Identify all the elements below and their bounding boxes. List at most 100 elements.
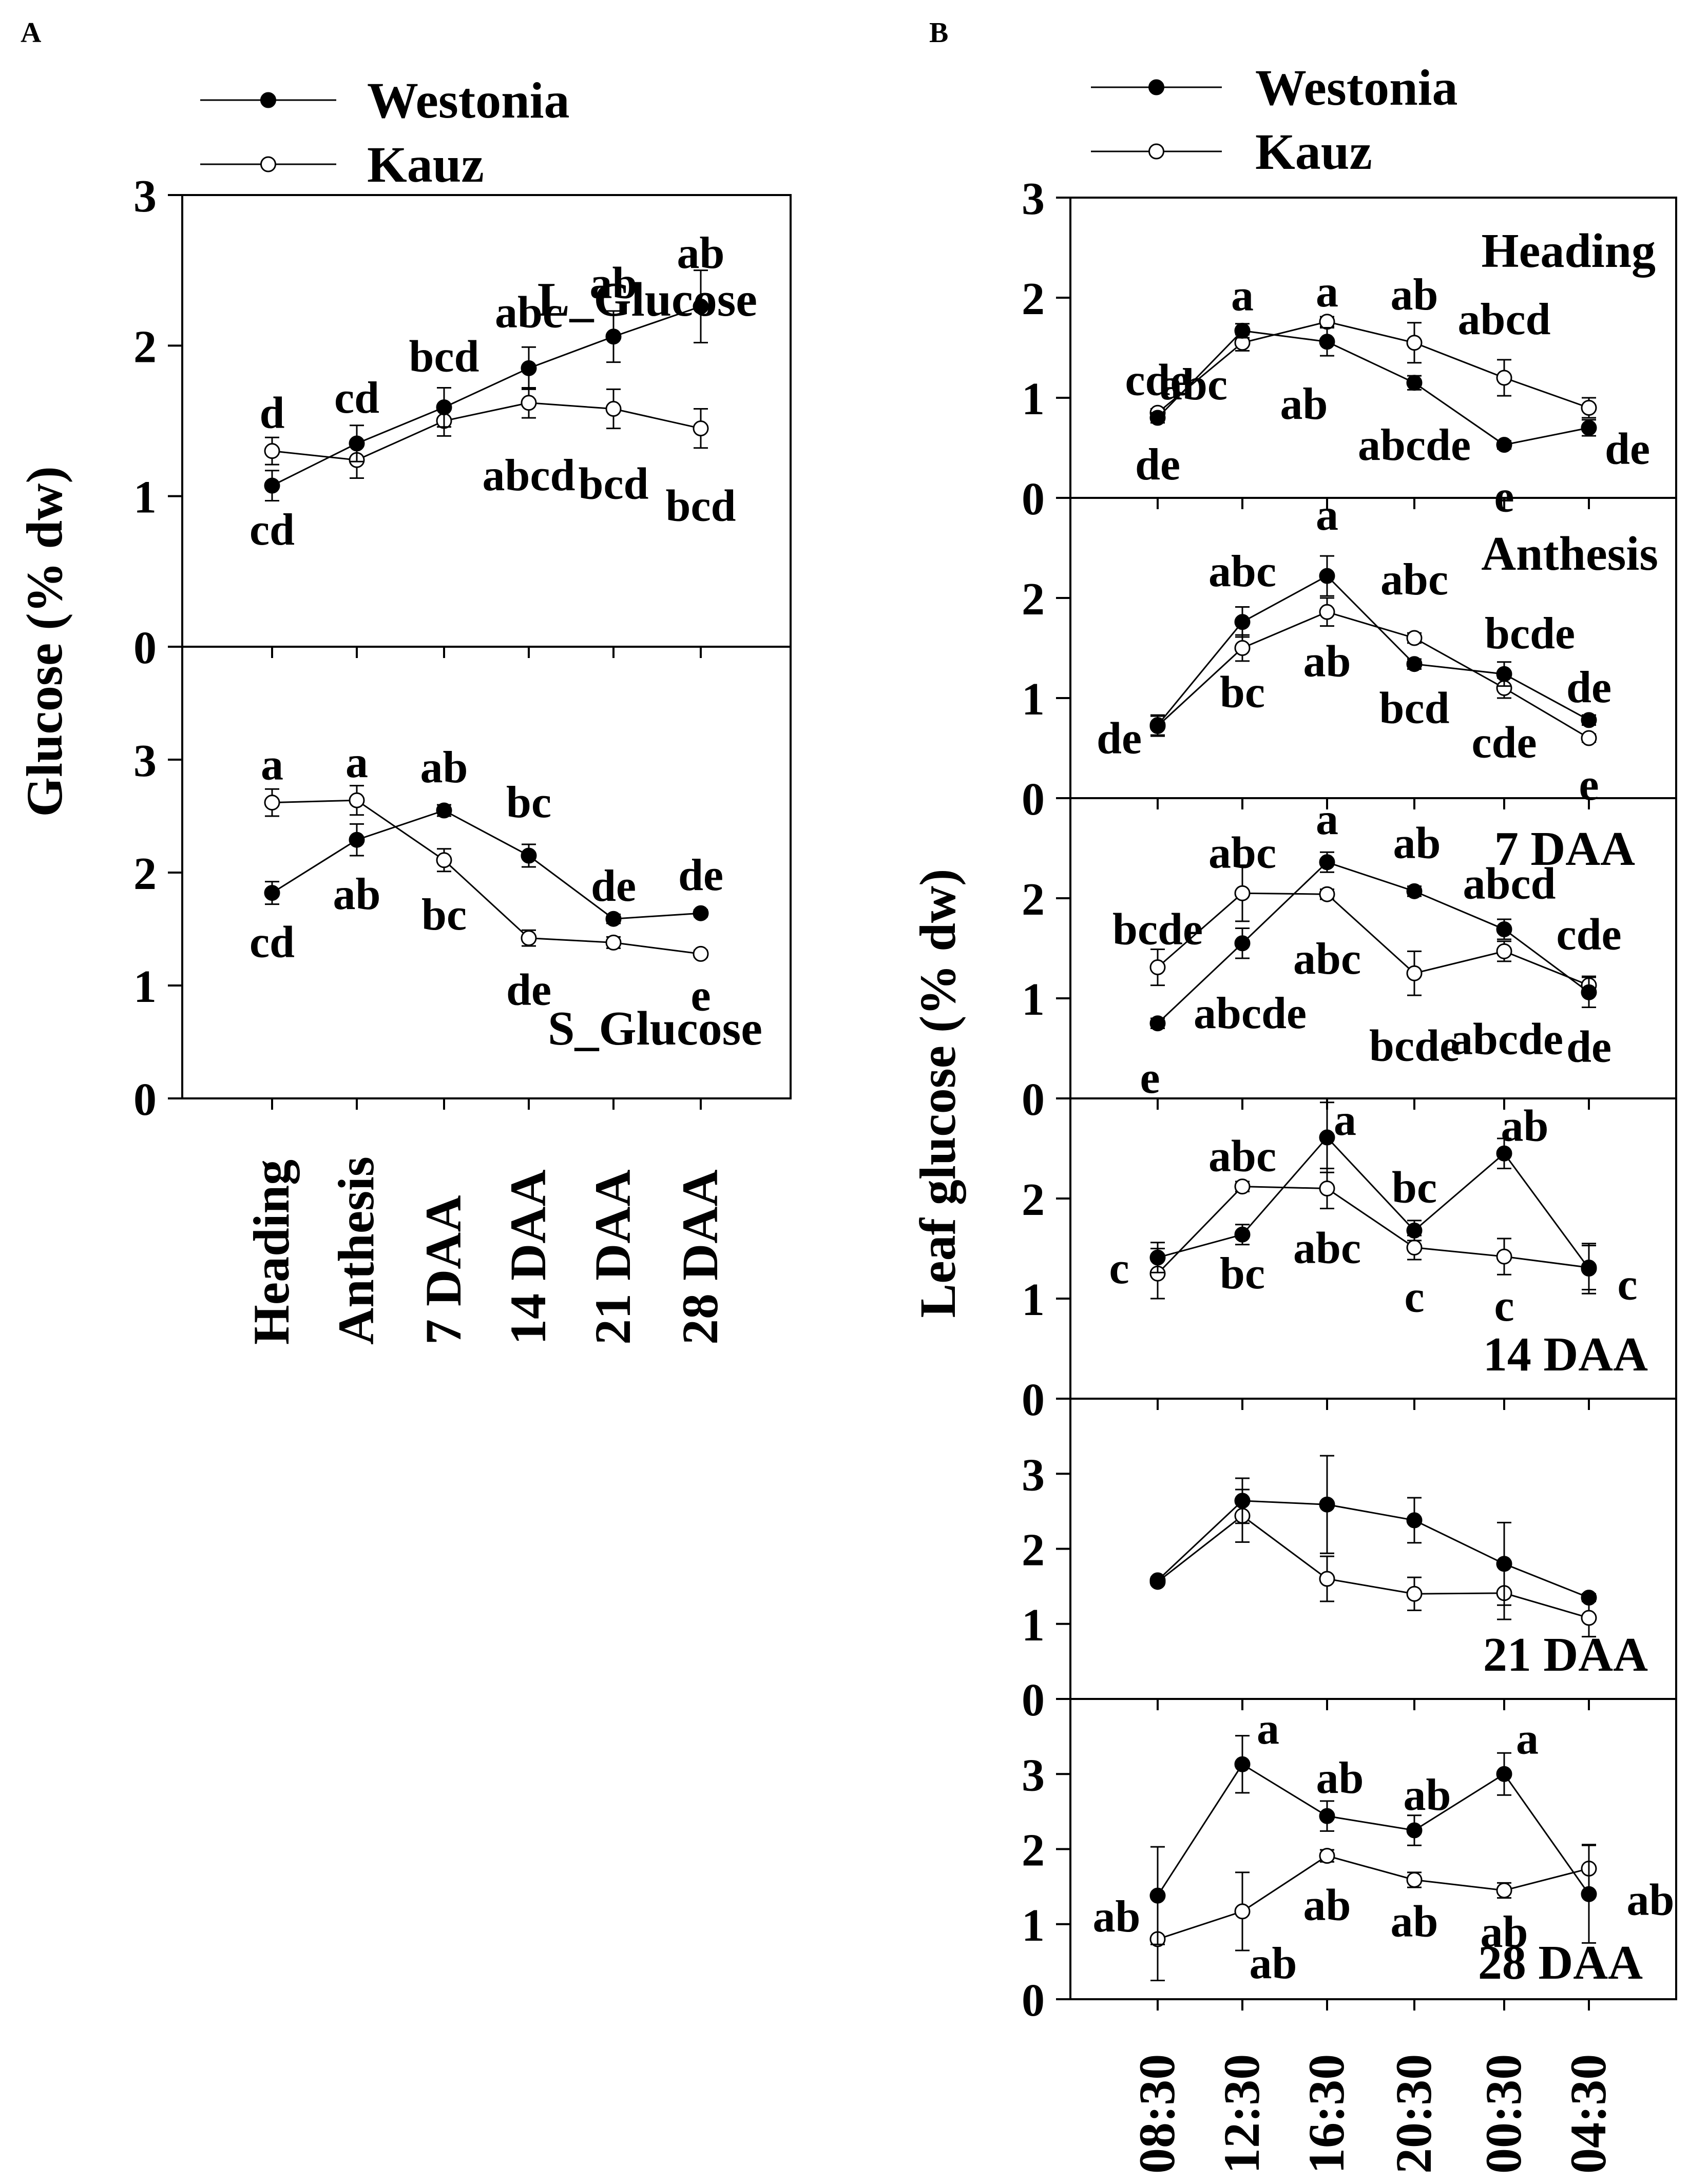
series-line xyxy=(1157,1855,1589,1940)
y-tick-label: 2 xyxy=(1022,1174,1045,1225)
data-point xyxy=(1406,1822,1423,1839)
significance-label: e xyxy=(690,971,711,1020)
data-point xyxy=(605,934,622,951)
significance-label: a xyxy=(1316,795,1338,844)
legend-marker xyxy=(1148,79,1164,95)
significance-label: a xyxy=(1231,270,1254,320)
data-point xyxy=(436,852,452,868)
data-point xyxy=(1234,1903,1251,1920)
x-category-label: 08:30 xyxy=(1128,2054,1185,2174)
series-line xyxy=(1157,1500,1589,1598)
data-point xyxy=(1581,1610,1597,1626)
significance-label: bcd xyxy=(409,332,479,382)
significance-label: ab xyxy=(1481,1907,1528,1957)
significance-label: a xyxy=(1257,1704,1279,1754)
y-tick-label: 0 xyxy=(1022,1074,1045,1125)
x-category-label: 16:30 xyxy=(1298,2054,1355,2174)
chart-title: 21 DAA xyxy=(1483,1628,1648,1682)
series-line xyxy=(272,809,701,920)
data-point xyxy=(1581,1886,1597,1902)
data-point xyxy=(1496,1882,1512,1899)
significance-label: ab xyxy=(1627,1875,1675,1925)
y-tick-label: 1 xyxy=(1022,674,1045,725)
series-westonia xyxy=(1149,1455,1597,1606)
significance-label: ab xyxy=(333,869,381,919)
data-point xyxy=(1496,943,1512,959)
data-point xyxy=(1234,1493,1251,1509)
significance-label: abcde xyxy=(1450,1014,1563,1064)
significance-label: bcd xyxy=(579,459,649,509)
significance-label: ab xyxy=(1280,379,1328,429)
data-point xyxy=(436,802,452,819)
data-point xyxy=(1406,1222,1423,1239)
significance-label: de xyxy=(1605,424,1650,474)
data-point xyxy=(1234,935,1251,952)
data-point xyxy=(1319,1181,1335,1196)
panel-b-letter: B xyxy=(929,17,948,49)
significance-label: ab xyxy=(1303,636,1351,686)
x-category-labels: Heading Anthesis 7 DAA 14 DAA 21 DAA 28 DAA 08… xyxy=(243,1156,1617,2174)
significance-label: cde xyxy=(1556,910,1621,960)
significance-label: cde xyxy=(1125,355,1190,405)
chart-b5: 0 1 2 3 21 DAA xyxy=(1022,1398,1677,1726)
significance-label: abc xyxy=(1208,1132,1276,1182)
y-tick-label: 2 xyxy=(1022,274,1045,324)
data-point xyxy=(1406,1871,1423,1888)
data-point xyxy=(1406,1512,1423,1529)
data-point xyxy=(1496,666,1512,682)
significance-label: ab xyxy=(1250,1939,1297,1988)
data-point xyxy=(521,395,537,411)
significance-label: c xyxy=(1494,1281,1514,1331)
data-point xyxy=(1149,1887,1166,1904)
y-tick-label: 0 xyxy=(1022,1975,1045,2026)
x-category-label: 28 DAA xyxy=(671,1169,728,1345)
y-tick-label: 0 xyxy=(1022,474,1045,525)
significance-label: a xyxy=(1316,490,1338,540)
significance-label: c xyxy=(1109,1244,1129,1293)
y-tick-label: 1 xyxy=(133,472,157,523)
data-point xyxy=(1406,1586,1423,1602)
data-point xyxy=(1496,1145,1512,1162)
panel-b-y-axis-title: Leaf glucose (% dw) xyxy=(909,869,966,1318)
data-point xyxy=(1149,717,1166,733)
series-line xyxy=(1157,1136,1590,1269)
significance-label: de xyxy=(678,851,723,900)
series-line xyxy=(1157,611,1589,739)
significance-label: bcde xyxy=(1369,1021,1460,1071)
data-point xyxy=(1234,614,1251,630)
significance-label: ab xyxy=(1404,1770,1451,1820)
significance-label: abcde xyxy=(1194,989,1307,1038)
y-tick-label: 3 xyxy=(133,171,157,222)
data-point xyxy=(1406,375,1423,391)
significance-label: a xyxy=(261,740,283,790)
data-point xyxy=(521,847,537,864)
x-category-label: Heading xyxy=(243,1159,300,1345)
chart-title: 28 DAA xyxy=(1478,1936,1643,1989)
significance-label: bc xyxy=(506,778,551,827)
y-tick-label: 1 xyxy=(1022,1600,1045,1651)
significance-label: de xyxy=(1566,1022,1611,1072)
y-tick-label: 1 xyxy=(1022,374,1045,424)
y-tick-label: 0 xyxy=(1022,1375,1045,1425)
y-tick-label: 3 xyxy=(133,736,157,786)
series-kauz xyxy=(1149,1489,1597,1638)
significance-label: abcd xyxy=(1463,859,1556,909)
y-tick-label: 2 xyxy=(1022,874,1045,925)
x-category-label: 12:30 xyxy=(1213,2054,1270,2174)
data-point xyxy=(1581,712,1597,728)
significance-label: a xyxy=(1316,267,1338,317)
y-tick-label: 3 xyxy=(1022,1750,1045,1801)
data-point xyxy=(1149,1572,1166,1589)
legend-marker xyxy=(260,92,276,108)
data-point xyxy=(1149,1249,1166,1266)
significance-label: abc xyxy=(1380,555,1448,605)
data-point xyxy=(1406,335,1423,351)
